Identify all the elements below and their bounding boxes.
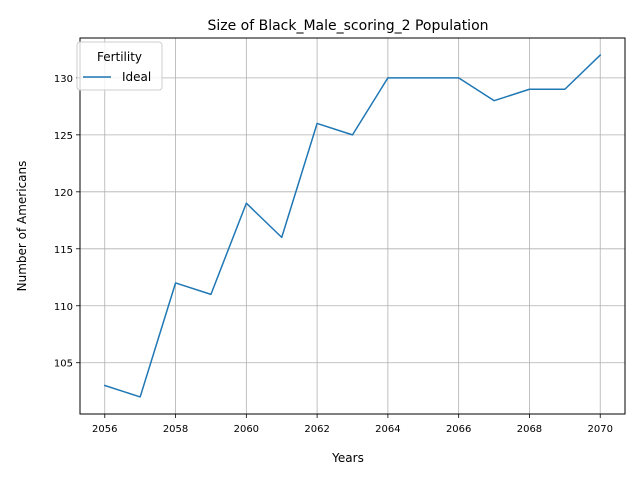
series-layer — [103, 54, 602, 398]
axis-ticks: 2056 2058 2060 2062 2064 2066 2068 2070 105 110 11… — [54, 74, 613, 435]
legend-title: Fertility — [97, 50, 142, 64]
legend-label-ideal: Ideal — [122, 70, 151, 84]
legend-box — [76, 41, 163, 91]
x-tick-label: 2070 — [588, 424, 613, 435]
x-tick-label: 2066 — [446, 424, 471, 435]
x-tick-label: 2060 — [234, 424, 259, 435]
plot-frame — [79, 37, 626, 415]
chart-title: Size of Black_Male_scoring_2 Population — [207, 18, 488, 34]
legend: Fertility Ideal — [76, 41, 163, 91]
x-tick-label: 2068 — [517, 424, 542, 435]
grid — [80, 38, 625, 414]
x-axis-label: Years — [331, 451, 364, 465]
series-line-ideal — [103, 54, 602, 398]
y-tick-label: 105 — [54, 359, 73, 370]
x-tick-label: 2062 — [304, 424, 329, 435]
x-tick-label: 2058 — [163, 424, 188, 435]
y-tick-label: 110 — [54, 302, 73, 313]
y-axis-label: Number of Americans — [15, 161, 29, 292]
y-tick-label: 130 — [54, 74, 73, 85]
y-tick-label: 125 — [54, 131, 73, 142]
y-tick-label: 115 — [54, 245, 73, 256]
x-tick-label: 2056 — [92, 424, 117, 435]
y-tick-label: 120 — [54, 188, 73, 199]
x-tick-label: 2064 — [375, 424, 400, 435]
